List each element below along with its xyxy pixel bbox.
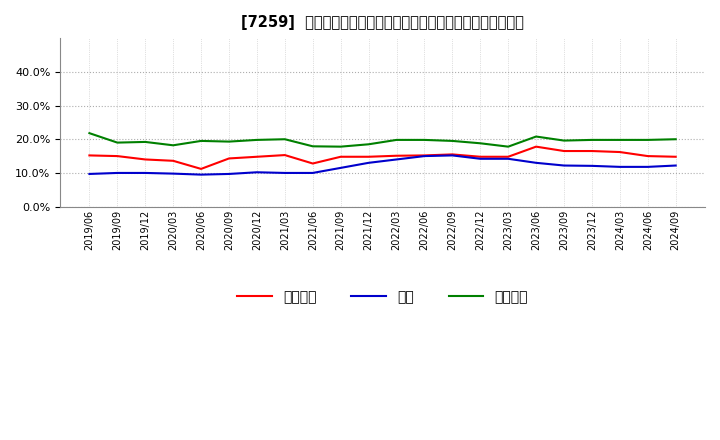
在庫 [308, 170, 317, 176]
売上債権 [504, 154, 513, 159]
売上債権 [476, 154, 485, 159]
在庫 [671, 163, 680, 168]
買入債務 [616, 137, 624, 143]
買入債務 [141, 139, 150, 145]
在庫 [364, 160, 373, 165]
売上債権 [420, 153, 428, 158]
売上債権 [308, 161, 317, 166]
買入債務 [364, 142, 373, 147]
売上債権 [169, 158, 178, 163]
在庫 [392, 157, 401, 162]
買入債務 [392, 137, 401, 143]
在庫 [169, 171, 178, 176]
Line: 在庫: 在庫 [89, 155, 675, 175]
在庫 [197, 172, 205, 177]
在庫 [588, 163, 596, 169]
買入債務 [253, 137, 261, 143]
売上債権 [225, 156, 233, 161]
買入債務 [420, 137, 428, 143]
買入債務 [671, 136, 680, 142]
売上債権 [141, 157, 150, 162]
在庫 [616, 164, 624, 169]
買入債務 [588, 137, 596, 143]
買入債務 [225, 139, 233, 144]
買入債務 [281, 136, 289, 142]
在庫 [476, 156, 485, 161]
在庫 [336, 165, 345, 171]
買入債務 [113, 140, 122, 145]
売上債権 [588, 148, 596, 154]
買入債務 [169, 143, 178, 148]
売上債権 [392, 153, 401, 158]
買入債務 [504, 144, 513, 149]
買入債務 [85, 131, 94, 136]
売上債権 [448, 152, 456, 157]
売上債権 [197, 166, 205, 172]
売上債権 [644, 154, 652, 159]
在庫 [504, 156, 513, 161]
在庫 [532, 160, 541, 165]
Legend: 売上債権, 在庫, 買入債務: 売上債権, 在庫, 買入債務 [232, 284, 534, 309]
売上債権 [85, 153, 94, 158]
買入債務 [336, 144, 345, 149]
買入債務 [644, 137, 652, 143]
Line: 売上債権: 売上債権 [89, 147, 675, 169]
買入債務 [476, 141, 485, 146]
売上債権 [559, 148, 568, 154]
Title: [7259]  売上債権、在庫、買入債務の総資産に対する比率の推移: [7259] 売上債権、在庫、買入債務の総資産に対する比率の推移 [241, 15, 524, 30]
買入債務 [197, 138, 205, 143]
在庫 [420, 154, 428, 159]
在庫 [448, 153, 456, 158]
売上債権 [281, 152, 289, 158]
売上債権 [336, 154, 345, 159]
売上債権 [616, 150, 624, 155]
Line: 買入債務: 買入債務 [89, 133, 675, 147]
買入債務 [448, 138, 456, 143]
売上債権 [671, 154, 680, 159]
買入債務 [308, 144, 317, 149]
在庫 [113, 170, 122, 176]
買入債務 [532, 134, 541, 139]
在庫 [225, 171, 233, 176]
在庫 [559, 163, 568, 168]
在庫 [141, 170, 150, 176]
在庫 [644, 164, 652, 169]
在庫 [85, 171, 94, 176]
買入債務 [559, 138, 568, 143]
売上債権 [253, 154, 261, 159]
在庫 [253, 170, 261, 175]
在庫 [281, 170, 289, 176]
売上債権 [364, 154, 373, 159]
売上債権 [532, 144, 541, 149]
売上債権 [113, 154, 122, 159]
